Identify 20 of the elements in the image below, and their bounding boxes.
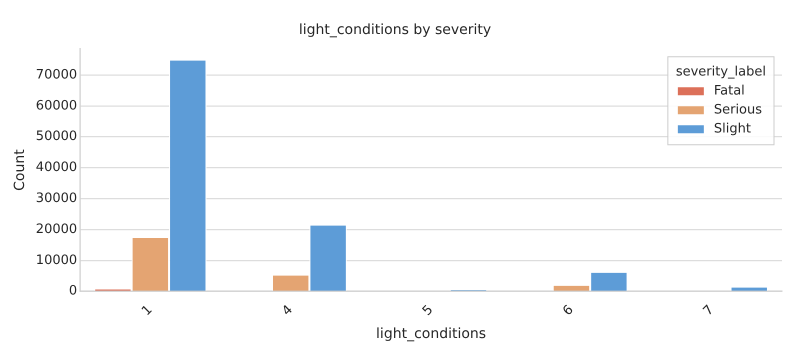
y-tick-label: 20000 <box>36 222 78 237</box>
legend-title: severity_label <box>676 64 766 80</box>
legend-label: Fatal <box>714 84 745 99</box>
legend-label: Serious <box>714 102 762 118</box>
y-tick-label: 30000 <box>36 191 78 206</box>
y-tick-label: 70000 <box>36 67 78 82</box>
y-axis-title: Count <box>12 148 28 191</box>
chart-title: light_conditions by severity <box>298 22 492 38</box>
x-tick-label: 5 <box>420 302 436 319</box>
x-axis-title: light_conditions <box>376 326 486 342</box>
y-tick-label: 50000 <box>36 129 78 144</box>
x-tick-label: 4 <box>279 302 296 319</box>
legend-label: Slight <box>714 122 751 137</box>
y-tick-label: 0 <box>68 284 78 299</box>
y-tick-label: 10000 <box>36 252 78 268</box>
x-tick-label: 6 <box>560 302 577 319</box>
y-tick-label: 60000 <box>36 98 78 114</box>
x-tick-label: 1 <box>139 302 156 319</box>
y-tick-label: 40000 <box>36 160 78 176</box>
x-tick-label: 7 <box>700 302 718 319</box>
